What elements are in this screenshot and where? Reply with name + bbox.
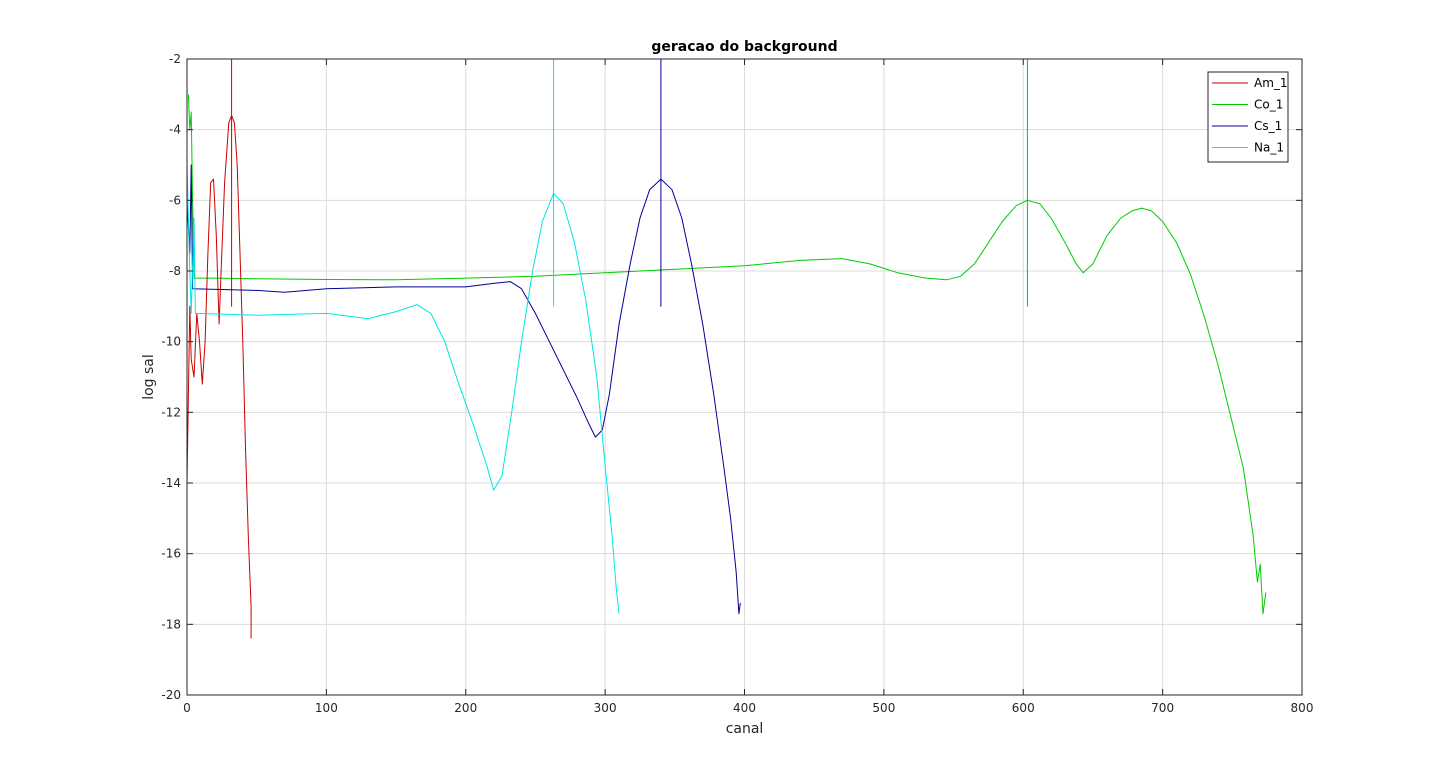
y-tick-label: -16 xyxy=(161,547,181,561)
y-tick-label: -6 xyxy=(169,193,181,207)
chart-title: geracao do background xyxy=(651,39,837,55)
y-axis-label: log sal xyxy=(141,354,157,400)
ticks: 0 100 200 300 400 500 600 700 800 -20 -18 -16 -14 -12… xyxy=(161,52,1313,715)
series-line-na-1 xyxy=(187,59,620,614)
series-line-am-1 xyxy=(187,59,252,639)
x-axis-label: canal xyxy=(726,721,764,737)
x-tick-label: 200 xyxy=(454,701,477,715)
y-tick-label: -20 xyxy=(161,688,181,702)
plot-area xyxy=(187,59,1267,639)
series-line-cs-1 xyxy=(187,59,741,615)
x-tick-label: 400 xyxy=(733,701,756,715)
x-tick-label: 500 xyxy=(872,701,895,715)
y-tick-label: -12 xyxy=(161,405,181,419)
y-tick-label: -14 xyxy=(161,476,181,490)
x-tick-label: 600 xyxy=(1012,701,1035,715)
legend-label: Na_1 xyxy=(1254,141,1284,155)
x-tick-label: 700 xyxy=(1151,701,1174,715)
legend-label: Am_1 xyxy=(1254,76,1288,90)
y-tick-label: -2 xyxy=(169,52,181,66)
series-line-co-1 xyxy=(187,59,1267,615)
legend-label: Co_1 xyxy=(1254,98,1283,112)
legend: Am_1 Co_1 Cs_1 Na_1 xyxy=(1207,71,1289,163)
x-tick-label: 800 xyxy=(1291,701,1314,715)
x-tick-label: 0 xyxy=(183,701,191,715)
y-tick-label: -10 xyxy=(161,335,181,349)
y-tick-label: -8 xyxy=(169,264,181,278)
x-tick-label: 300 xyxy=(594,701,617,715)
x-tick-label: 100 xyxy=(315,701,338,715)
y-tick-label: -4 xyxy=(169,123,181,137)
y-tick-label: -18 xyxy=(161,617,181,631)
legend-label: Cs_1 xyxy=(1254,119,1282,133)
